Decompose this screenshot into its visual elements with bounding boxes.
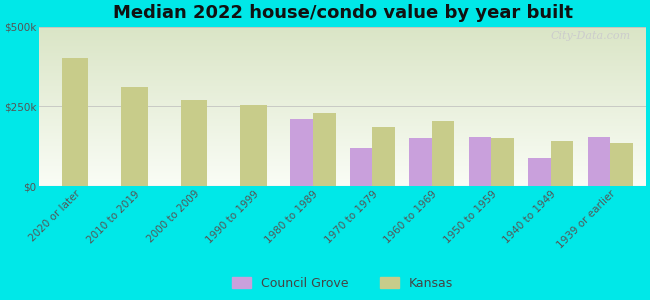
Bar — [313, 112, 335, 186]
Bar — [410, 138, 432, 186]
Bar — [291, 119, 313, 186]
Bar — [372, 127, 395, 186]
Bar — [181, 100, 207, 186]
Bar — [121, 87, 148, 186]
Bar — [62, 58, 88, 186]
Bar — [551, 141, 573, 186]
Bar — [350, 148, 372, 186]
Text: City-Data.com: City-Data.com — [551, 31, 630, 41]
Bar — [469, 136, 491, 186]
Bar — [432, 121, 454, 186]
Bar — [528, 158, 551, 186]
Bar — [491, 138, 514, 186]
Bar — [610, 143, 632, 186]
Bar — [588, 136, 610, 186]
Legend: Council Grove, Kansas: Council Grove, Kansas — [227, 272, 458, 295]
Title: Median 2022 house/condo value by year built: Median 2022 house/condo value by year bu… — [112, 4, 573, 22]
Bar — [240, 105, 267, 186]
